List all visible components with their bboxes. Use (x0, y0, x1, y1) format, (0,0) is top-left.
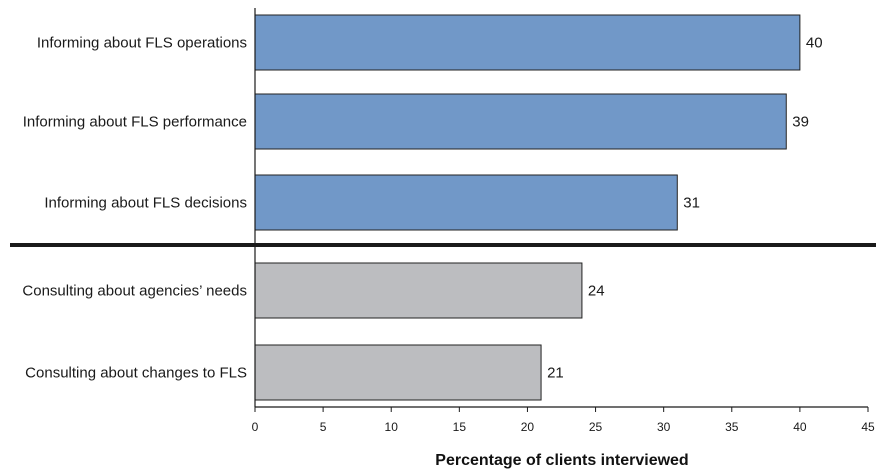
x-tick-label-2: 10 (385, 420, 399, 434)
bar-4 (254, 344, 542, 401)
x-axis-title: Percentage of clients interviewed (435, 452, 688, 469)
x-tick-label-6: 30 (657, 420, 671, 434)
category-labels: Informing about FLS operations Informing … (22, 35, 247, 382)
category-label-2: Informing about FLS decisions (44, 195, 247, 212)
value-labels: 40 39 31 24 21 (547, 35, 823, 382)
category-label-4: Consulting about changes to FLS (25, 365, 247, 382)
bar-0 (254, 14, 801, 71)
value-label-0: 40 (806, 35, 823, 52)
value-label-4: 21 (547, 365, 564, 382)
category-label-1: Informing about FLS performance (23, 114, 247, 131)
x-tick-label-5: 25 (589, 420, 603, 434)
x-tick-label-1: 5 (320, 420, 327, 434)
bars-layer (254, 14, 801, 401)
x-tick-label-9: 45 (861, 420, 875, 434)
x-tick-label-0: 0 (252, 420, 259, 434)
x-tick-label-7: 35 (725, 420, 739, 434)
x-axis-ticks: 0 5 10 15 20 25 30 35 40 45 (252, 407, 875, 434)
bar-3 (254, 262, 583, 319)
value-label-3: 24 (588, 283, 605, 300)
category-label-3: Consulting about agencies’ needs (22, 283, 247, 300)
x-tick-label-8: 40 (793, 420, 807, 434)
x-tick-label-4: 20 (521, 420, 535, 434)
bar-1 (254, 93, 787, 150)
bar-2 (254, 174, 678, 231)
value-label-1: 39 (792, 114, 809, 131)
value-label-2: 31 (683, 195, 700, 212)
category-label-0: Informing about FLS operations (37, 35, 247, 52)
x-tick-label-3: 15 (453, 420, 467, 434)
